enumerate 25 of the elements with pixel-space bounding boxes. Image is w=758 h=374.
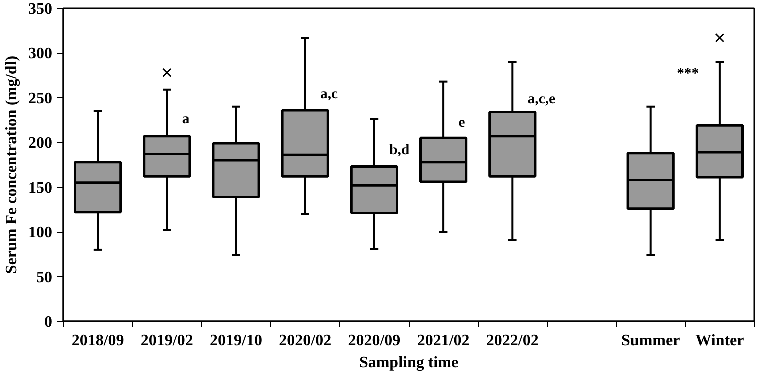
annotation: b,d (390, 142, 410, 159)
y-tick-label: 0 (44, 314, 52, 331)
y-tick-label: 250 (28, 90, 52, 108)
y-tick-label: 350 (28, 1, 52, 18)
x-tick-label: Summer (622, 332, 680, 350)
x-tick-label: 2021/02 (417, 332, 470, 350)
y-axis-title: Serum Fe concentration (mg/dl) (4, 56, 20, 274)
y-tick-label: 200 (28, 135, 52, 152)
x-tick-label: 2018/09 (72, 332, 124, 350)
y-tick-label: 100 (28, 224, 52, 242)
y-tick-label: 150 (28, 180, 52, 197)
x-tick-label: 2022/02 (486, 332, 539, 350)
x-tick-label: 2020/09 (348, 332, 401, 350)
x-tick-label: 2019/02 (140, 332, 194, 350)
x-tick-label: Winter (696, 332, 744, 350)
annotation: a,c (320, 86, 339, 102)
y-tick-label: 50 (36, 269, 52, 286)
x-axis-title: Sampling time (359, 354, 459, 372)
annotation: *** (677, 66, 700, 82)
annotation: a,c,e (528, 92, 556, 108)
x-tick-label: 2020/02 (279, 332, 332, 350)
annotation: a (182, 111, 190, 128)
x-tick-label: 2019/10 (210, 332, 262, 350)
y-tick-label: 300 (28, 46, 52, 63)
annotation: e (458, 115, 466, 132)
